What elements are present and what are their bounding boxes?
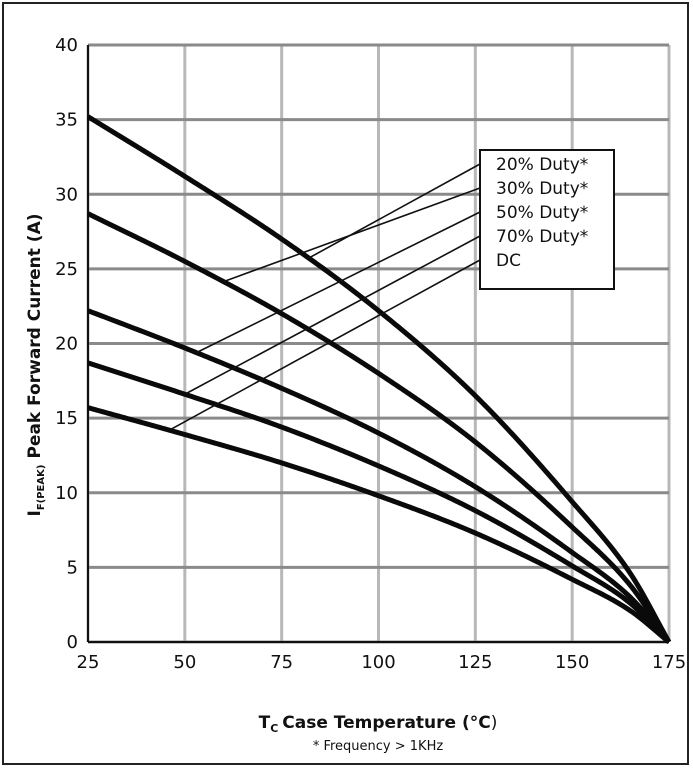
- y-tick-label: 30: [55, 184, 78, 205]
- series-line-5: [87, 405, 671, 644]
- x-axis-unit: °C: [470, 713, 491, 733]
- leader-line-1: [308, 163, 481, 259]
- footnote: * Frequency > 1KHz: [313, 739, 444, 754]
- series-line-2: [86, 211, 672, 644]
- legend-entry-3: 50% Duty*: [496, 203, 588, 223]
- x-tick-label: 25: [77, 652, 100, 673]
- axes: [87, 45, 669, 643]
- y-tick-label: 40: [55, 35, 78, 56]
- y-tick-label: 20: [55, 334, 78, 355]
- x-tick-label: 50: [173, 652, 196, 673]
- series-line-3: [87, 308, 671, 644]
- y-axis-text: Peak Forward Current (A): [25, 214, 45, 459]
- legend-entry-5: DC: [496, 251, 521, 271]
- y-tick-label: 35: [55, 110, 78, 131]
- legend-entry-4: 70% Duty*: [496, 227, 588, 247]
- legend-leader-lines: [168, 163, 481, 431]
- x-tick-labels: 25 50 75 100 125 150 175: [77, 652, 687, 673]
- y-tick-label: 10: [55, 483, 78, 504]
- leader-line-2: [223, 187, 481, 283]
- x-tick-label: 75: [270, 652, 293, 673]
- y-tick-label: 0: [67, 632, 78, 653]
- legend-box: [479, 149, 615, 290]
- series-line-4: [87, 360, 671, 644]
- x-axis-close: ): [491, 713, 498, 733]
- curves: [86, 114, 672, 644]
- y-axis-symbol: I: [25, 510, 45, 516]
- x-axis-symbol: T: [259, 713, 271, 733]
- x-tick-label: 100: [361, 652, 395, 673]
- legend-entry-2: 30% Duty*: [496, 179, 588, 199]
- x-tick-label: 150: [555, 652, 589, 673]
- legend: 20% Duty* 30% Duty* 50% Duty* 70% Duty* DC: [479, 149, 615, 290]
- legend-entry-1: 20% Duty*: [496, 155, 588, 175]
- y-axis-subscript: F(PEAK): [36, 465, 47, 511]
- x-axis-text: Case Temperature (: [282, 713, 469, 733]
- y-tick-label: 25: [55, 259, 78, 280]
- x-tick-label: 175: [652, 652, 686, 673]
- leader-line-4: [184, 235, 481, 395]
- y-tick-label: 5: [67, 557, 78, 578]
- y-tick-labels: 0 5 10 15 20 25 30 35 40: [55, 35, 78, 653]
- x-tick-label: 125: [458, 652, 492, 673]
- y-tick-label: 15: [55, 408, 78, 429]
- x-axis-title: TC Case Temperature (°C): [259, 713, 498, 735]
- x-axis-subscript: C: [270, 722, 278, 735]
- y-axis-title: IF(PEAK) Peak Forward Current (A): [25, 214, 47, 517]
- leader-line-5: [168, 259, 481, 431]
- series-line-1: [86, 114, 672, 644]
- leader-line-3: [196, 211, 481, 354]
